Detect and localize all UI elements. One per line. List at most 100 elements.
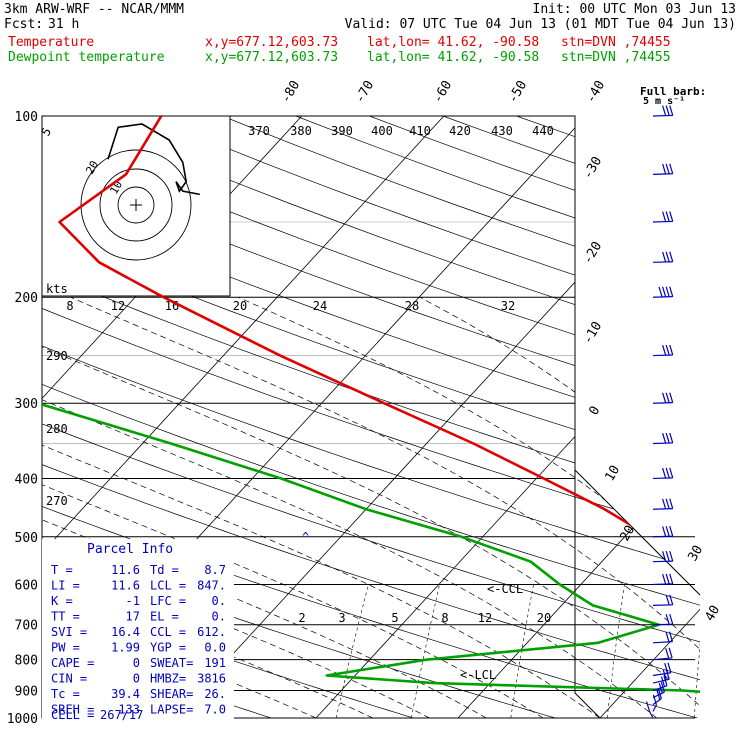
theta-label: 370: [248, 124, 270, 138]
barb-flag: [667, 662, 672, 673]
barb-flag: [669, 550, 674, 562]
barb-flag: [665, 432, 670, 444]
barb-flag: [665, 467, 670, 479]
mixing-ratio-line: [411, 584, 440, 718]
right-temp-label: -30: [580, 154, 605, 182]
wind-barbs: Full barb:5 m s⁻¹: [640, 85, 706, 719]
theta-label: 430: [491, 124, 513, 138]
barb-flag: [669, 392, 674, 403]
parcel-key2: LAPSE=: [150, 703, 193, 717]
barb-flag: [665, 551, 670, 562]
parcel-cell-value: 267/17: [100, 708, 143, 722]
pressure-label: 700: [15, 619, 38, 634]
parcel-cell-key: CELL =: [51, 708, 94, 722]
pressure-label: 600: [15, 578, 38, 593]
hodograph-scale-label: 8: [66, 299, 73, 313]
barb-flag: [660, 676, 666, 687]
barb-flag: [665, 594, 670, 606]
wind-barb: [652, 286, 674, 298]
barb-flag: [665, 526, 670, 537]
init-time: Init: 00 UTC Mon 03 Jun 13: [532, 2, 737, 17]
barb-flag: [665, 163, 670, 175]
mixing-ratio-label: 20: [537, 611, 551, 625]
barb-flag: [669, 432, 674, 444]
top-temp-label: -80: [278, 78, 303, 106]
legend-dewpoint-latlon: lat,lon= 41.62, -90.58: [367, 50, 540, 65]
dry-adiabat: [516, 116, 700, 718]
parcel-value2: 8.7: [204, 563, 226, 577]
barb-shaft: [652, 657, 673, 661]
isotherm-line: [42, 116, 445, 718]
parcel-value2: 7.0: [204, 703, 226, 717]
parcel-key2: Td =: [150, 563, 179, 577]
mixing-ratio-label: 3: [338, 611, 345, 625]
barb-shaft: [652, 672, 672, 677]
barb-flag: [662, 526, 667, 537]
theta-label: 440: [532, 124, 554, 138]
wind-barb: [652, 344, 674, 357]
parcel-value: 1.99: [111, 641, 140, 655]
parcel-key: Tc =: [51, 687, 80, 701]
wind-barb: [652, 662, 672, 677]
barb-flag: [665, 631, 670, 643]
dry-adiabat: [42, 116, 700, 718]
hodograph-scale-label: 20: [233, 299, 247, 313]
mixing-ratio-label: 2: [298, 611, 305, 625]
dry-adiabat: [42, 116, 700, 718]
theta-left-label: 270: [46, 494, 68, 508]
parcel-value: 16.4: [111, 625, 140, 639]
wind-barb: [652, 432, 674, 445]
parcel-key: CIN =: [51, 672, 87, 686]
barb-shaft: [652, 296, 673, 298]
moist-adiabat: [238, 296, 700, 718]
lcl-annotation: <-LCL: [460, 668, 496, 682]
parcel-value2: 847.: [197, 579, 226, 593]
barb-flag: [662, 251, 667, 263]
barb-flag: [665, 251, 670, 263]
barb-flag: [657, 688, 662, 699]
wind-barb: [652, 163, 674, 175]
parcel-value: 39.4: [111, 687, 140, 701]
isotherm-line: [315, 116, 700, 718]
wind-barb: [645, 701, 654, 719]
parcel-key2: SHEAR=: [150, 687, 193, 701]
barb-flag: [645, 701, 651, 712]
right-temp-label: 20: [617, 523, 638, 544]
parcel-key: SREH =: [51, 703, 94, 717]
barb-shaft: [652, 402, 673, 404]
barb-flag: [664, 663, 669, 674]
barb-flag: [662, 432, 667, 444]
pressure-label: 800: [15, 654, 38, 669]
barb-flag: [669, 211, 674, 222]
hodograph-trace: [107, 123, 200, 196]
top-temp-label: -50: [505, 78, 530, 106]
legend-temperature-xy: x,y=677.12,603.73: [205, 35, 339, 50]
barb-flag: [669, 594, 674, 605]
pressure-label: 500: [15, 531, 38, 546]
barb-shaft: [652, 583, 673, 586]
barb-flag: [665, 498, 670, 509]
right-temp-label: -20: [580, 239, 605, 267]
parcel-value2: 612.: [197, 625, 226, 639]
dry-adiabat: [42, 116, 700, 718]
parcel-key: K =: [51, 594, 73, 608]
mixing-ratio-line: [510, 584, 534, 718]
pressure-label: 300: [15, 397, 38, 412]
barb-shaft: [652, 173, 673, 175]
barb-shaft: [652, 442, 673, 445]
barb-flag: [668, 631, 674, 642]
barb-flag: [662, 467, 667, 479]
hodograph-scale-label: 24: [313, 299, 327, 313]
barb-shaft: [652, 220, 673, 223]
dry-adiabat: [42, 116, 700, 718]
parcel-value2: 3816: [197, 672, 226, 686]
pressure-label: 200: [15, 291, 38, 306]
barb-flag: [662, 105, 667, 116]
model-title: 3km ARW-WRF -- NCAR/MMM: [4, 2, 185, 17]
pressure-label: 100: [15, 110, 38, 125]
parcel-key: SVI =: [51, 625, 87, 639]
barb-unit: 5 m s⁻¹: [643, 96, 685, 107]
theta-label: 380: [290, 124, 312, 138]
wind-barb: [652, 392, 674, 404]
